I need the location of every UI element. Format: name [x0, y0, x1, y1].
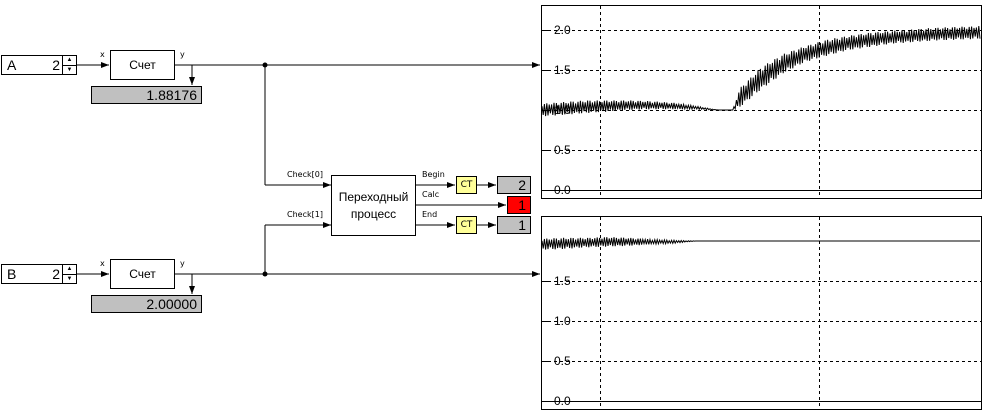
calc-port-label: Calc: [422, 190, 440, 199]
transition-block[interactable]: Переходный процесс: [331, 175, 416, 236]
calc-indicator: 1: [507, 196, 531, 214]
ct-begin-block[interactable]: CT: [456, 176, 477, 194]
plot-1-series-trace: [542, 237, 980, 250]
plot-1-ytick-2: 0.5: [554, 354, 571, 368]
begin-display: 2: [497, 176, 531, 194]
input-a-spin-buttons: ▲ ▼: [62, 56, 76, 74]
plot-top[interactable]: 2.0 1.5 1.0 0.5 0.0: [541, 5, 982, 199]
plot-0-series-trace: [542, 26, 981, 117]
plot-top-canvas: 2.01.51.00.50.0: [542, 6, 981, 198]
input-b-value[interactable]: 2: [52, 266, 60, 282]
plot-bottom[interactable]: 1.5 1.0 0.5 0.0: [541, 216, 982, 410]
plot-1-ytick-0: 1.5: [554, 274, 571, 288]
plot-1-ytick-1: 1.0: [554, 314, 571, 328]
counter-b-block[interactable]: Счет: [110, 259, 175, 289]
plot-0-ytick-3: 0.5: [554, 143, 571, 157]
input-b-down-button[interactable]: ▼: [63, 274, 76, 284]
counter-b-in-port: x: [100, 259, 105, 268]
transition-label-line1: Переходный: [338, 190, 409, 205]
end-display: 1: [497, 216, 531, 234]
input-a-spinbox[interactable]: A 2 ▲ ▼: [1, 55, 77, 75]
input-b-spinbox[interactable]: B 2 ▲ ▼: [1, 264, 77, 284]
input-a-name: A: [7, 57, 17, 73]
end-port-label: End: [422, 210, 438, 219]
plot-0-ytick-4: 0.0: [554, 183, 571, 197]
input-a-value[interactable]: 2: [52, 57, 60, 73]
ct-end-block[interactable]: CT: [456, 216, 477, 234]
counter-a-in-port: x: [100, 50, 105, 59]
plot-0-ytick-0: 2.0: [554, 23, 571, 37]
counter-a-label: Счет: [129, 57, 156, 72]
counter-b-label: Счет: [129, 266, 156, 281]
input-b-up-button[interactable]: ▲: [66, 266, 73, 272]
check0-port-label: Check[0]: [287, 170, 323, 179]
counter-a-block[interactable]: Счет: [110, 50, 175, 80]
transition-label: Переходный процесс: [339, 189, 409, 221]
counter-a-display: 1.88176: [91, 86, 202, 104]
plot-0-ytick-1: 1.5: [554, 63, 571, 77]
junction-b: [262, 271, 268, 277]
junction-a: [262, 62, 268, 68]
input-a-down-button[interactable]: ▼: [63, 65, 76, 75]
check1-port-label: Check[1]: [287, 210, 323, 219]
input-b-spin-buttons: ▲ ▼: [62, 265, 76, 283]
counter-b-display: 2.00000: [91, 295, 202, 313]
input-a-up-button[interactable]: ▲: [66, 57, 73, 63]
begin-port-label: Begin: [422, 170, 445, 179]
transition-label-line2: процесс: [350, 206, 397, 221]
counter-a-out-port: y: [180, 50, 185, 59]
plot-bottom-canvas: 1.5 1.0 0.5 0.0: [542, 217, 981, 409]
plot-1-ytick-3: 0.0: [554, 394, 571, 408]
input-b-name: B: [7, 266, 17, 282]
counter-b-out-port: y: [180, 259, 185, 268]
